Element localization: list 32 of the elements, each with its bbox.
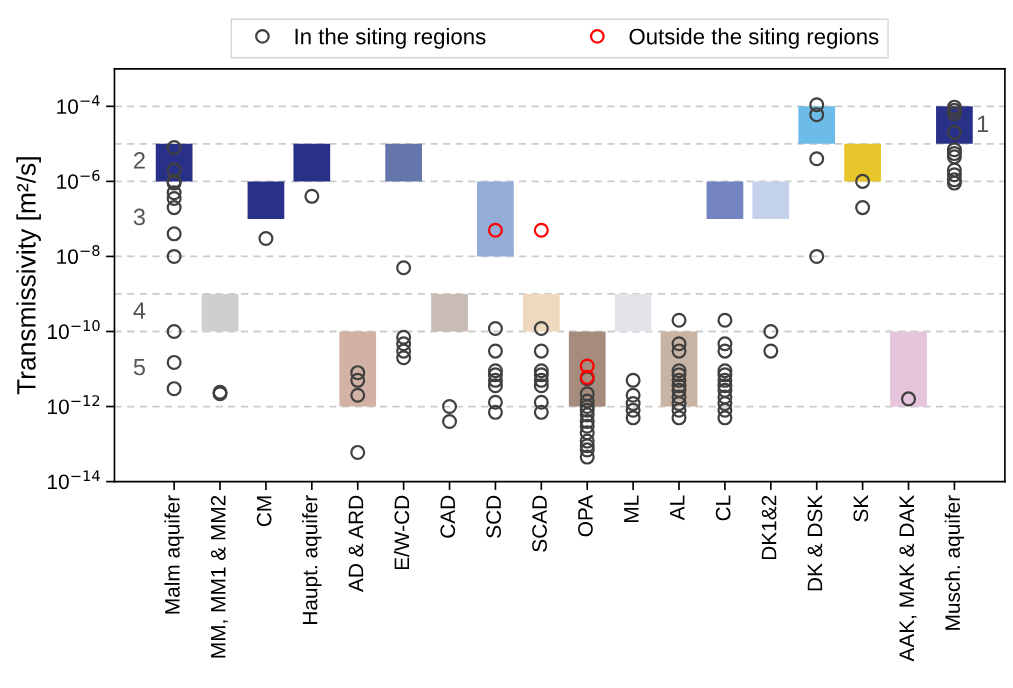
annotation: 4 bbox=[133, 302, 146, 319]
legend-label: In the siting regions bbox=[295, 28, 486, 49]
x-tick-label: Malm aquifer bbox=[164, 495, 184, 614]
y-tick-label: 10$^{−8}$ bbox=[57, 245, 100, 265]
x-tick-label: SCD bbox=[486, 495, 502, 538]
x-tick-label: CL bbox=[715, 495, 731, 521]
x-tick-label: OPA bbox=[578, 494, 593, 537]
x-tick-label: SK bbox=[853, 495, 869, 522]
y-tick-label: 10$^{−10}$ bbox=[48, 320, 100, 340]
x-tick-label: Musch. aquifer bbox=[944, 495, 965, 630]
x-tick-label: Haupt. aquifer bbox=[302, 495, 322, 624]
x-tick-label: CM bbox=[256, 496, 272, 527]
x-tick-label: SCAD bbox=[532, 495, 547, 552]
annotation: 5 bbox=[133, 358, 145, 376]
annotation: 1 bbox=[977, 115, 989, 133]
x-tick-label: AAK, MAK & DAK bbox=[899, 495, 917, 662]
x-tick-label: E/W-CD bbox=[393, 495, 410, 570]
annotation: 3 bbox=[133, 208, 145, 226]
x-tick-label: DK1&2 bbox=[761, 495, 777, 560]
y-axis-title: Transmissivity [m²/s] bbox=[16, 157, 41, 395]
legend-label: Outside the siting regions bbox=[629, 28, 879, 49]
x-tick-label: MM, MM1 & MM2 bbox=[210, 495, 229, 658]
x-tick-label: CAD bbox=[440, 495, 456, 538]
x-tick-label: AL bbox=[670, 495, 685, 521]
x-tick-label: ML bbox=[624, 495, 639, 523]
y-tick-label: 10$^{−12}$ bbox=[48, 395, 100, 415]
x-tick-label: AD & ARD bbox=[348, 495, 364, 593]
y-tick-label: 10$^{−4}$ bbox=[57, 95, 100, 114]
y-tick-label: 10$^{−14}$ bbox=[48, 470, 100, 490]
x-tick-label: DK & DSK bbox=[807, 495, 823, 591]
annotation: 2 bbox=[134, 152, 145, 169]
y-tick-label: 10$^{−6}$ bbox=[57, 169, 100, 189]
